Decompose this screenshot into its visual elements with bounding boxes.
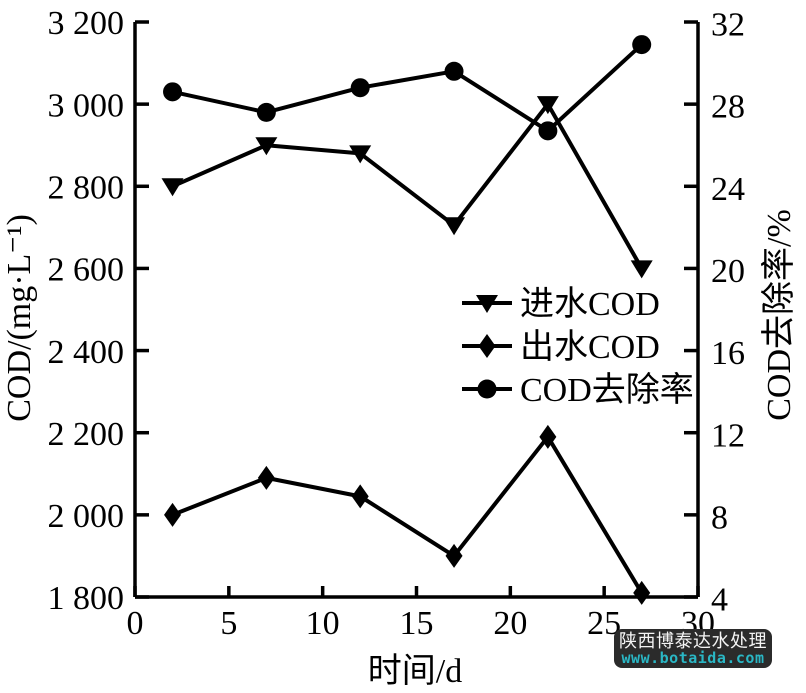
y-axis-left-tick-label: 2 200 bbox=[48, 416, 125, 453]
y-axis-right-tick-label: 12 bbox=[711, 417, 745, 454]
data-point-influent-cod bbox=[349, 145, 372, 164]
data-point-effluent-cod bbox=[351, 484, 369, 509]
data-point-cod-removal-rate bbox=[538, 121, 558, 141]
y-axis-left-tick-label: 2 600 bbox=[48, 252, 125, 289]
data-point-effluent-cod bbox=[633, 580, 651, 605]
series-influent-cod bbox=[161, 96, 653, 279]
y-axis-right-tick-label: 16 bbox=[711, 335, 745, 372]
y-axis-left-tick-label: 2 800 bbox=[48, 170, 125, 207]
watermark-company-text: 陕西博泰达水处理 bbox=[619, 631, 767, 652]
data-point-effluent-cod bbox=[539, 424, 557, 449]
watermark-badge: 陕西博泰达水处理 www.botaida.com bbox=[614, 629, 772, 668]
y-axis-right-tick-label: 4 bbox=[711, 582, 728, 619]
data-point-effluent-cod bbox=[164, 502, 182, 527]
data-point-effluent-cod bbox=[257, 465, 275, 490]
y-axis-right-title: COD去除率/% bbox=[760, 209, 798, 421]
data-point-cod-removal-rate bbox=[256, 102, 276, 122]
y-axis-right-tick-label: 8 bbox=[711, 499, 728, 536]
y-axis-left-title: COD/(mg·L⁻¹) bbox=[1, 214, 38, 422]
data-point-influent-cod bbox=[536, 96, 559, 115]
data-point-influent-cod bbox=[161, 178, 184, 197]
series-line-effluent-cod bbox=[170, 434, 644, 595]
legend-triangle-down-icon bbox=[476, 295, 498, 313]
x-axis-tick-label: 15 bbox=[400, 605, 434, 642]
series-line-cod-removal-rate bbox=[170, 42, 644, 133]
y-axis-left-tick-label: 3 200 bbox=[48, 5, 125, 42]
x-axis-tick-label: 10 bbox=[306, 605, 340, 642]
series-line-influent-cod bbox=[170, 102, 644, 271]
y-axis-right-tick-label: 28 bbox=[711, 89, 745, 126]
y-axis-left-tick-label: 3 000 bbox=[48, 87, 125, 124]
legend-circle-icon bbox=[477, 379, 497, 399]
data-point-cod-removal-rate bbox=[350, 78, 370, 98]
y-axis-right-tick-label: 24 bbox=[711, 171, 745, 208]
x-axis-title: 时间/d bbox=[368, 653, 462, 690]
data-point-cod-removal-rate bbox=[444, 61, 464, 81]
y-axis-left-tick-label: 2 000 bbox=[48, 498, 125, 535]
series-effluent-cod bbox=[164, 424, 651, 605]
y-axis-right-tick-label: 32 bbox=[711, 7, 745, 44]
data-point-influent-cod bbox=[443, 217, 466, 236]
x-axis-tick-label: 20 bbox=[493, 605, 527, 642]
y-axis-right-tick-label: 20 bbox=[711, 253, 745, 290]
legend-label: 进水COD bbox=[520, 286, 660, 323]
watermark-url-text: www.botaida.com bbox=[621, 648, 765, 667]
legend: 进水COD 出水COD COD去除率 bbox=[462, 286, 694, 409]
legend-item-influent-cod: 进水COD bbox=[462, 286, 660, 323]
axes: 1 800 2 000 2 200 2 400 2 600 2 800 3 000 3 200… bbox=[1, 5, 798, 690]
x-axis-tick-label: 0 bbox=[127, 605, 144, 642]
legend-diamond-icon bbox=[478, 334, 496, 358]
data-point-effluent-cod bbox=[445, 543, 463, 568]
x-axis-tick-label: 5 bbox=[220, 605, 237, 642]
y-axis-left-tick-label: 2 400 bbox=[48, 334, 125, 371]
series-cod-removal-rate bbox=[163, 35, 652, 141]
data-point-cod-removal-rate bbox=[163, 82, 183, 102]
data-point-influent-cod bbox=[255, 137, 278, 156]
y-axis-left-tick-label: 1 800 bbox=[48, 580, 125, 617]
legend-label: 出水COD bbox=[520, 328, 660, 366]
legend-item-effluent-cod: 出水COD bbox=[462, 328, 660, 366]
data-point-influent-cod bbox=[630, 260, 653, 279]
legend-item-cod-removal-rate: COD去除率 bbox=[462, 371, 694, 409]
legend-label: COD去除率 bbox=[520, 371, 694, 409]
data-point-cod-removal-rate bbox=[632, 35, 652, 55]
